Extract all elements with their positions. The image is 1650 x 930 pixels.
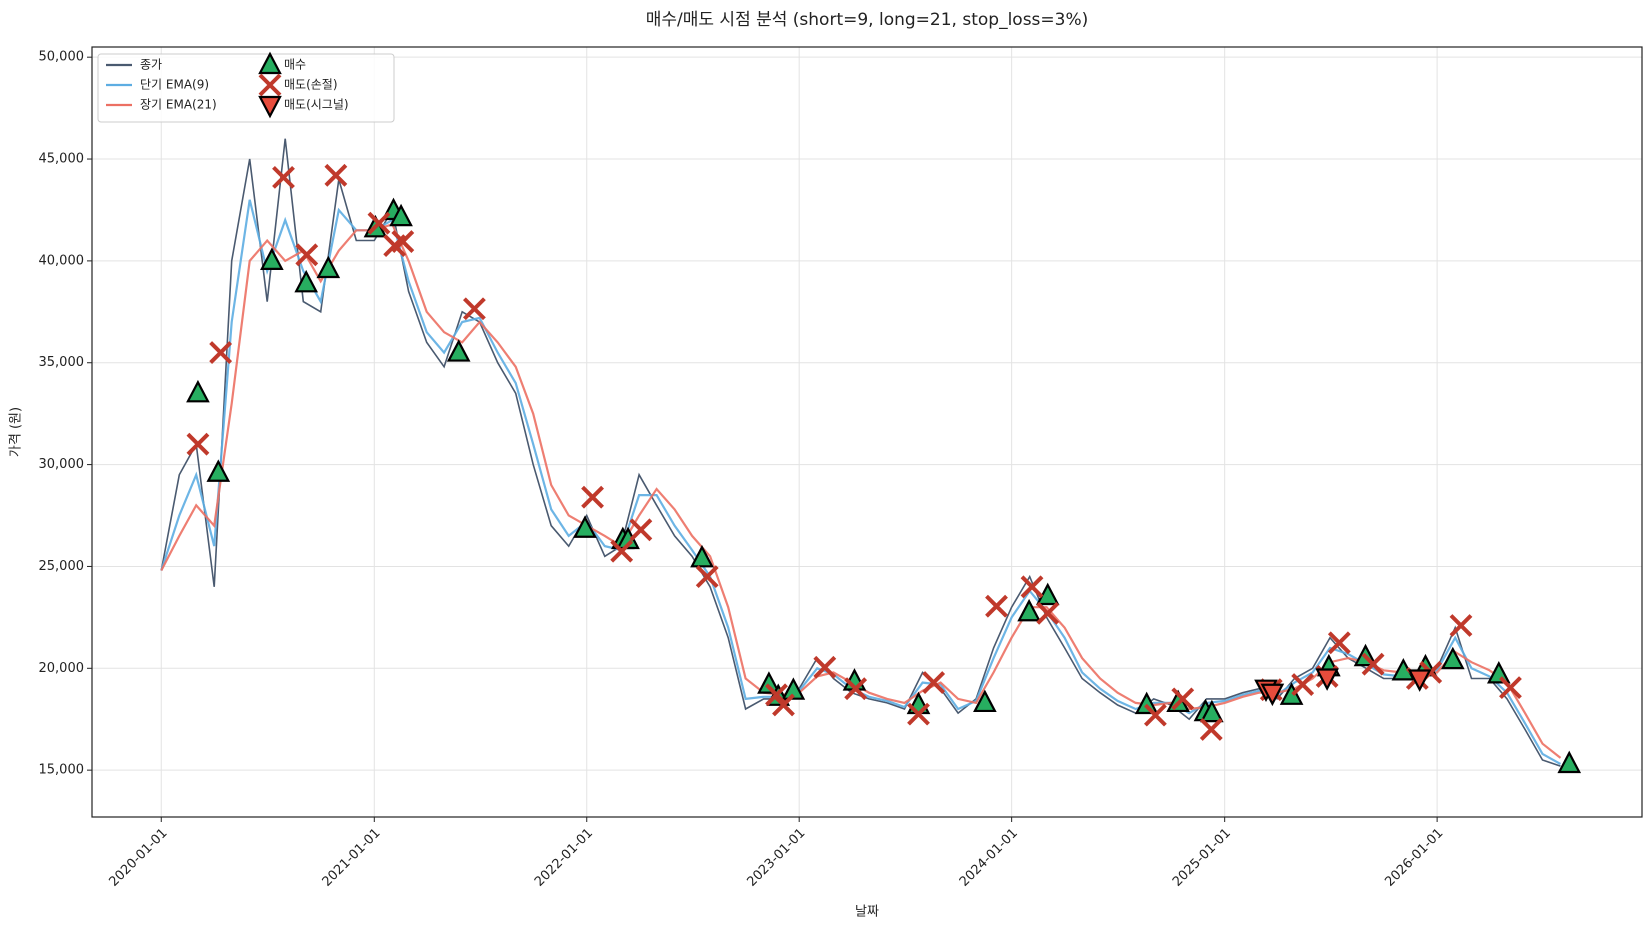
trade-marker: [772, 693, 795, 717]
trade-marker: [1017, 598, 1041, 622]
x-tick-label: 2024-01-01: [957, 826, 1021, 890]
x-tick-label: 2021-01-01: [320, 826, 384, 890]
trade-marker: [1441, 646, 1465, 670]
y-tick-label: 45,000: [39, 152, 85, 167]
legend-swatch: [258, 95, 282, 119]
x-tick-label: 2026-01-01: [1382, 826, 1446, 890]
trade-marker: [813, 655, 837, 679]
trade-marker: [1291, 673, 1315, 697]
x-tick-label: 2022-01-01: [532, 826, 596, 890]
trade-marker: [690, 544, 714, 568]
trade-marker: [973, 689, 997, 713]
trade-marker: [1199, 717, 1223, 741]
trade-marker: [1499, 676, 1522, 700]
trade-marker: [629, 518, 653, 542]
x-axis-label: 날짜: [855, 905, 879, 920]
legend-label: 장기 EMA(21): [140, 98, 217, 112]
trade-marker: [462, 297, 486, 321]
trade-marker: [1449, 614, 1473, 637]
trade-marker: [610, 539, 634, 563]
trade-marker: [1143, 703, 1167, 727]
trade-marker: [209, 341, 233, 364]
trade-marker: [922, 671, 946, 694]
y-tick-label: 30,000: [39, 457, 85, 472]
trade-marker: [844, 677, 868, 701]
legend-label: 단기 EMA(9): [140, 78, 209, 92]
x-tick-label: 2025-01-01: [1170, 826, 1234, 890]
trade-marker: [389, 203, 413, 227]
y-axis-label: 가격 (원): [9, 407, 24, 457]
trade-marker: [581, 485, 604, 509]
y-tick-label: 40,000: [39, 253, 85, 268]
trade-marker: [1036, 601, 1060, 625]
trade-marker: [295, 243, 319, 267]
trade-marker: [1327, 631, 1351, 655]
chart-title: 매수/매도 시점 분석 (short=9, long=21, stop_loss…: [646, 10, 1089, 30]
grid: [92, 47, 1642, 817]
legend-box: [97, 53, 395, 123]
price-line: [160, 222, 1562, 759]
trade-marker: [1134, 691, 1159, 715]
trade-marker: [186, 432, 210, 456]
trade-marker: [781, 677, 806, 700]
trade-marker: [391, 230, 415, 253]
legend-swatch: [258, 73, 282, 97]
trade-marker: [985, 594, 1008, 618]
y-tick-label: 50,000: [39, 50, 85, 65]
x-tick-label: 2023-01-01: [744, 826, 808, 890]
trade-marker: [1260, 683, 1285, 707]
x-tick-label: 2020-01-01: [107, 826, 171, 890]
trade-marker: [1035, 582, 1060, 606]
trade-marker: [316, 255, 341, 279]
trade-marker: [206, 459, 231, 482]
trade-marker: [765, 683, 788, 707]
trade-marker: [757, 671, 781, 694]
legend-label: 매수: [284, 58, 306, 72]
y-tick-label: 15,000: [39, 763, 85, 778]
trade-marker: [260, 247, 284, 270]
trade-marker: [1200, 699, 1224, 723]
trade-marker: [907, 702, 930, 726]
y-tick-label: 20,000: [39, 661, 85, 676]
trade-marker: [446, 339, 471, 362]
trade-marker: [367, 211, 391, 235]
trade-marker: [272, 165, 295, 189]
trade-marker: [1486, 661, 1511, 684]
legend-swatch: [258, 51, 282, 75]
trade-marker: [186, 379, 210, 403]
trade-marker: [1557, 750, 1582, 774]
trade-marker: [324, 163, 348, 187]
price-line: [160, 199, 1562, 765]
legend-label: 매도(시그널): [284, 98, 349, 112]
trade-marker: [1315, 668, 1339, 691]
legend-label: 종가: [140, 58, 162, 72]
trade-marker: [1020, 575, 1044, 599]
trade-marker: [695, 565, 719, 589]
plot-frame: [91, 46, 1643, 818]
trade-marker: [573, 515, 597, 538]
trade-marker: [1407, 669, 1432, 692]
trade-marker: [294, 269, 319, 293]
y-tick-label: 25,000: [39, 559, 85, 574]
y-tick-label: 35,000: [39, 355, 85, 370]
trade-marker: [1279, 682, 1304, 705]
legend-label: 매도(손절): [284, 78, 338, 92]
trade-marker: [1361, 652, 1385, 676]
trade-marker: [1171, 687, 1195, 711]
